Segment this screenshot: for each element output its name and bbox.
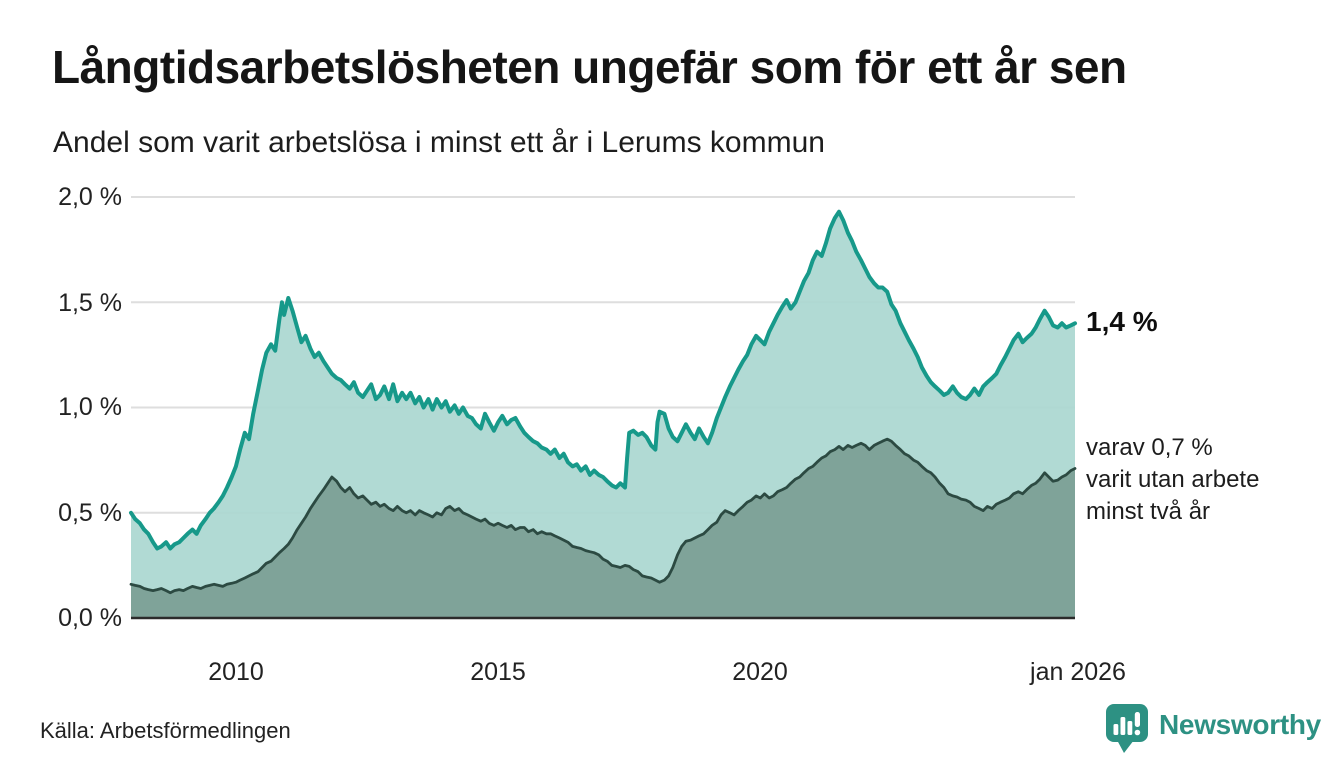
y-tick-label: 1,0 % bbox=[58, 393, 122, 421]
y-tick-label: 0,0 % bbox=[58, 604, 122, 632]
source-attribution: Källa: Arbetsförmedlingen bbox=[40, 718, 291, 743]
x-tick-label: jan 2026 bbox=[1030, 658, 1126, 686]
chart-subtitle: Andel som varit arbetslösa i minst ett å… bbox=[53, 126, 825, 159]
series-area-1 bbox=[131, 439, 1075, 618]
y-tick-label: 2,0 % bbox=[58, 183, 122, 211]
x-tick-label: 2015 bbox=[470, 658, 526, 686]
series-line-0 bbox=[129, 209, 1077, 551]
newsworthy-bubble-chart-icon bbox=[1104, 702, 1150, 759]
secondary-series-label-line: minst två år bbox=[1086, 498, 1211, 525]
y-tick-label: 1,5 % bbox=[58, 289, 122, 317]
newsworthy-logo: Newsworthy bbox=[1104, 702, 1321, 759]
x-tick-label: 2010 bbox=[208, 658, 264, 686]
y-tick-label: 0,5 % bbox=[58, 499, 122, 527]
secondary-series-label: varav 0,7 % varit utan arbete minst två … bbox=[1086, 432, 1259, 528]
secondary-series-label-line: varav 0,7 % bbox=[1086, 434, 1213, 461]
secondary-series-label-line: varit utan arbete bbox=[1086, 466, 1260, 493]
latest-value-label: 1,4 % bbox=[1086, 306, 1158, 337]
page-title: Långtidsarbetslösheten ungefär som för e… bbox=[52, 41, 1127, 93]
series-line-1 bbox=[129, 437, 1077, 595]
x-tick-label: 2020 bbox=[732, 658, 788, 686]
newsworthy-wordmark: Newsworthy bbox=[1159, 709, 1321, 740]
